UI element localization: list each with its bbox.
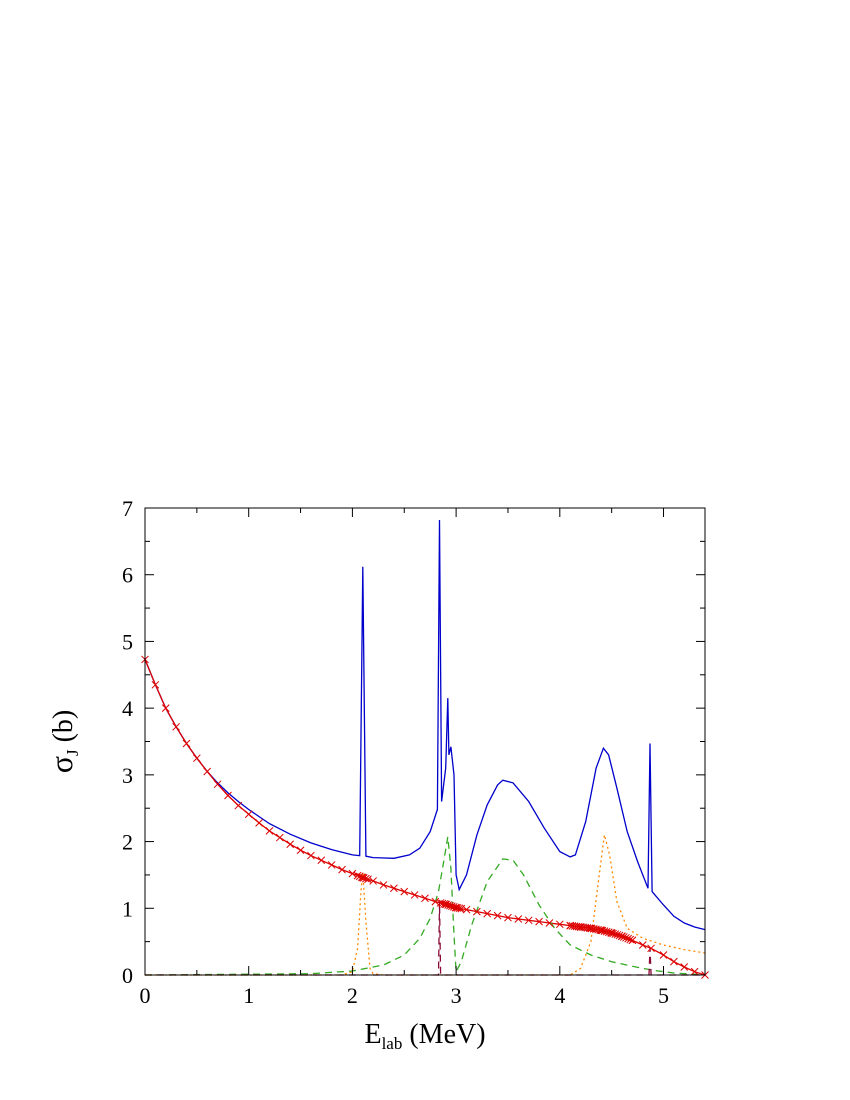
- series-marker: [161, 704, 170, 712]
- series-marker: [545, 919, 554, 927]
- series-marker: [224, 791, 232, 800]
- series-marker-dense: [609, 929, 617, 938]
- series-marker-dense: [355, 872, 364, 881]
- series-line-3: [144, 836, 706, 976]
- y-axis-label-rest: (b): [48, 710, 79, 750]
- x-axis-label: Elab (MeV): [364, 1019, 485, 1053]
- series-marker-dense: [613, 930, 622, 939]
- series-marker: [265, 827, 274, 835]
- series-marker: [680, 963, 689, 971]
- y-tick-label: 6: [122, 563, 133, 588]
- series-marker: [431, 897, 440, 906]
- series-marker-dense: [353, 871, 362, 880]
- series-marker-dense: [622, 933, 630, 942]
- series-marker: [255, 819, 263, 827]
- series-marker: [327, 861, 336, 869]
- series-marker: [400, 887, 409, 896]
- series-marker-dense: [628, 936, 637, 945]
- series-marker-dense: [619, 933, 628, 941]
- y-tick-label: 0: [122, 963, 133, 988]
- series-marker: [647, 944, 655, 953]
- y-tick-label: 4: [122, 696, 133, 721]
- series-line-1: [144, 519, 706, 931]
- y-axis-label-main: σ: [43, 756, 79, 773]
- x-axis-label-main: E: [364, 1019, 381, 1050]
- y-tick-label: 5: [122, 629, 133, 654]
- series-marker: [670, 957, 678, 966]
- y-tick-label: 1: [122, 896, 133, 921]
- series-marker: [555, 920, 564, 929]
- series-marker-dense: [457, 904, 466, 913]
- series-marker-dense: [617, 932, 626, 941]
- series-marker-dense: [602, 927, 611, 936]
- series-marker-dense: [600, 927, 609, 935]
- series-marker: [203, 767, 212, 776]
- series-marker: [524, 916, 533, 925]
- series-marker: [182, 739, 191, 748]
- x-tick-label: 2: [347, 983, 358, 1008]
- series-layer: [144, 519, 706, 976]
- series-marker: [472, 907, 481, 916]
- series-marker: [421, 894, 429, 903]
- series-marker: [410, 891, 419, 899]
- series-marker: [151, 680, 160, 689]
- y-tick-label: 3: [122, 763, 133, 788]
- series-line-4: [145, 834, 706, 976]
- series-marker-dense: [598, 926, 607, 935]
- x-tick-label: 1: [243, 983, 254, 1008]
- series-marker: [286, 840, 295, 849]
- x-axis-label-rest: (MeV): [402, 1019, 485, 1050]
- series-marker: [369, 877, 378, 885]
- series-marker-dense: [626, 935, 635, 944]
- series-marker-dense: [357, 873, 366, 882]
- series-marker-dense: [359, 874, 368, 882]
- series-marker-dense: [624, 934, 632, 943]
- series-marker: [379, 881, 388, 889]
- series-line-2: [144, 659, 706, 976]
- tick-layer: 0 1 2 3 4 5 0 1 2 3 4 5 6 7: [122, 496, 705, 1008]
- x-tick-label: 0: [140, 983, 151, 1008]
- series-marker-dense: [611, 930, 620, 938]
- x-tick-label: 5: [658, 983, 669, 1008]
- x-tick-label: 3: [451, 983, 462, 1008]
- series-marker: [690, 967, 699, 976]
- series-marker: [244, 810, 253, 819]
- series-marker-dense: [604, 928, 613, 937]
- y-tick-label: 2: [122, 830, 133, 855]
- series-marker: [317, 856, 326, 865]
- series-marker: [234, 801, 243, 810]
- series-marker: [493, 911, 502, 920]
- series-marker-dense: [362, 874, 370, 883]
- series-marker: [213, 780, 222, 789]
- x-tick-label: 4: [554, 983, 565, 1008]
- series-marker: [338, 865, 346, 874]
- series-marker: [296, 846, 305, 855]
- series-marker: [172, 722, 180, 731]
- series-marker: [504, 913, 512, 922]
- series-marker: [192, 754, 201, 763]
- y-tick-label: 7: [122, 496, 133, 521]
- y-axis-label-sub: J: [63, 749, 82, 756]
- series-marker: [514, 915, 523, 923]
- series-marker-dense: [455, 904, 464, 913]
- series-marker-dense: [364, 875, 372, 884]
- series-marker-dense: [607, 928, 615, 937]
- series-marker: [638, 941, 647, 949]
- series-marker: [275, 833, 284, 842]
- series-marker-dense: [615, 931, 624, 940]
- x-axis-label-sub: lab: [382, 1034, 403, 1053]
- y-axis-label: σJ (b): [43, 710, 82, 774]
- series-marker: [483, 909, 492, 918]
- marker-layer: [141, 655, 709, 979]
- series-marker: [307, 851, 315, 860]
- series-marker: [659, 951, 668, 959]
- series-marker: [390, 884, 398, 893]
- series-marker: [348, 869, 357, 878]
- plot-frame: [144, 507, 706, 976]
- series-marker: [535, 917, 543, 926]
